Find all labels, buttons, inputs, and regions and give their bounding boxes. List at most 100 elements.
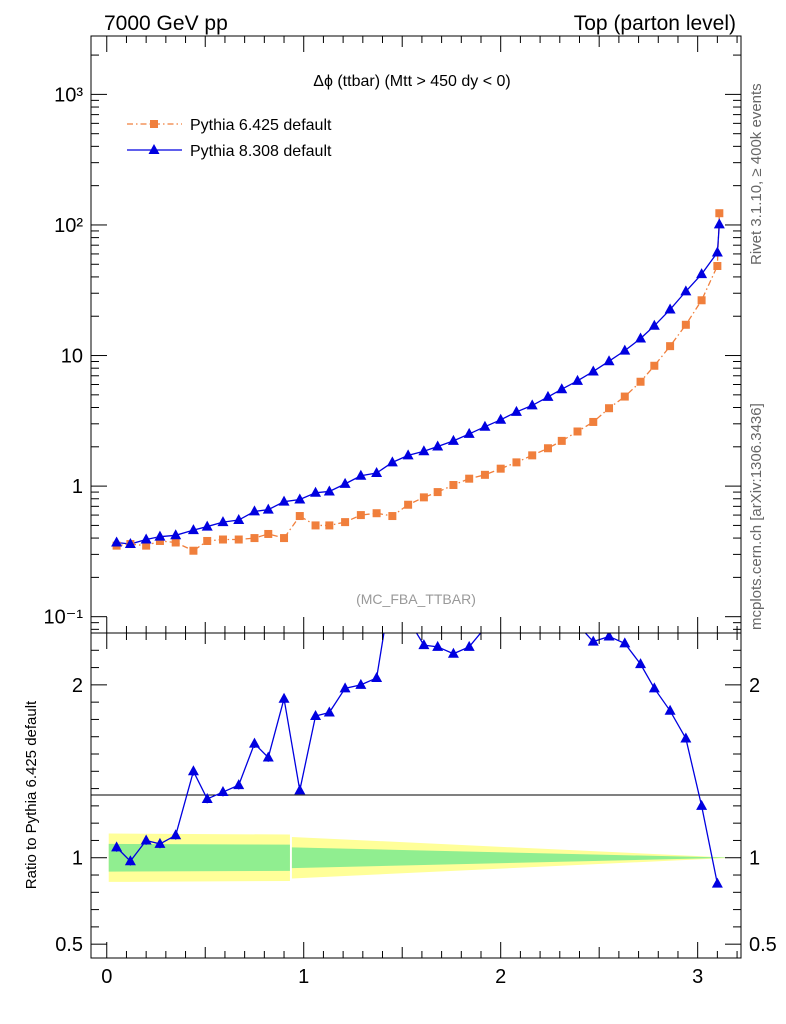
header-right: Top (parton level) <box>574 12 736 35</box>
pythia6-point <box>543 444 552 453</box>
main-frame <box>90 35 742 634</box>
main-y-tick-labels: 10⁻¹ 1 10 10² 10³ <box>44 84 84 628</box>
pythia8-point <box>140 533 152 544</box>
pythia8-point <box>510 405 522 416</box>
pythia8-point <box>479 420 491 431</box>
ratio-point <box>323 706 335 717</box>
pythia6-point <box>419 493 428 502</box>
pythia8-point <box>355 469 367 480</box>
pythia6-point <box>250 534 259 543</box>
pythia8-point <box>711 246 723 257</box>
main-panel: 10⁻¹ 1 10 10² 10³ Δϕ (ttbar) (Mtt > 450 dy <… <box>44 35 742 634</box>
ratio-point <box>140 834 152 845</box>
rivet-label: Rivet 3.1.10, ≥ 400k events <box>748 83 765 265</box>
ratio-y-tick-label-left: 2 <box>72 675 83 697</box>
ratio-y-tick-label-right: 0.5 <box>749 934 777 956</box>
ratio-point <box>527 610 538 620</box>
ratio-point <box>170 829 182 840</box>
ratio-point <box>556 618 567 628</box>
ratio-series-clipped <box>111 592 723 888</box>
y-tick-label: 10² <box>54 215 83 237</box>
ratio-point <box>111 841 123 852</box>
pythia6-point <box>480 470 489 479</box>
pythia6-point <box>356 511 365 520</box>
x-tick-label: 3 <box>692 966 703 988</box>
y-tick-label: 1 <box>72 476 83 498</box>
pythia6-point <box>715 209 724 218</box>
pythia8-point <box>556 383 568 394</box>
pythia6-point <box>589 417 598 426</box>
pythia8-point <box>310 486 322 497</box>
pythia6-point <box>404 500 413 509</box>
ratio-point <box>463 640 475 651</box>
ratio-y-tick-label-left: 1 <box>72 848 83 870</box>
x-tick-label: 2 <box>495 966 506 988</box>
pythia6-point <box>528 451 537 460</box>
legend-marker-pythia6 <box>150 120 158 128</box>
main-axis-ticks <box>91 36 741 633</box>
pythia6-line <box>116 213 720 552</box>
pythia8-point <box>603 355 615 366</box>
pythia6-point <box>280 534 289 543</box>
ratio-point <box>248 737 260 748</box>
pythia6-point <box>325 521 334 530</box>
pythia8-point <box>648 319 660 330</box>
pythia8-point <box>713 218 725 229</box>
legend-marker-pythia8 <box>148 144 160 154</box>
pythia8-point <box>262 503 274 514</box>
ratio-axis-ticks <box>91 633 741 958</box>
ratio-point <box>635 658 647 669</box>
ratio-point <box>542 592 553 602</box>
ratio-point <box>187 765 199 776</box>
pythia8-point <box>371 467 383 478</box>
pythia8-point <box>587 365 599 376</box>
ratio-y-tick-label-right: 2 <box>749 675 760 697</box>
pythia6-point <box>713 261 722 270</box>
ratio-y-tick-labels: 0.5 0.5 1 1 2 2 <box>55 675 777 956</box>
pythia8-point <box>111 536 123 547</box>
x-tick-label: 1 <box>298 966 309 988</box>
ratio-point <box>711 877 723 888</box>
ratio-point <box>648 682 660 693</box>
ratio-y-tick-label-right: 1 <box>749 848 760 870</box>
pythia8-point <box>386 456 398 467</box>
ratio-point <box>696 799 708 810</box>
ratio-error-bands <box>108 833 726 882</box>
ratio-point <box>664 704 676 715</box>
pythia6-point <box>620 392 629 401</box>
pythia8-point <box>619 344 631 355</box>
pythia8-point <box>542 390 554 401</box>
ratio-point <box>278 692 290 703</box>
pythia6-point <box>681 320 690 329</box>
legend-label-pythia6: Pythia 6.425 default <box>190 117 332 134</box>
ratio-point <box>680 732 692 743</box>
pythia6-point <box>512 458 521 467</box>
pythia6-point <box>496 464 505 473</box>
ratio-point <box>124 855 136 866</box>
pythia8-point <box>170 529 182 540</box>
ratio-point <box>154 837 166 848</box>
inner-band-segment <box>291 847 726 869</box>
pythia6-point <box>433 488 442 497</box>
ratio-point <box>371 671 383 682</box>
ratio-point <box>339 682 351 693</box>
plot-title: Δϕ (ttbar) (Mtt > 450 dy < 0) <box>313 73 511 90</box>
pythia6-point <box>203 536 212 545</box>
ratio-point <box>619 637 631 648</box>
ratio-line <box>116 633 719 884</box>
ratio-point <box>217 786 229 797</box>
pythia8-point <box>248 505 260 516</box>
pythia8-point <box>187 524 199 535</box>
pythia6-point <box>341 518 350 527</box>
pythia8-point <box>233 514 245 525</box>
pythia8-point <box>447 434 459 445</box>
pythia8-point <box>635 332 647 343</box>
y-tick-label: 10⁻¹ <box>44 607 84 629</box>
pythia6-point <box>465 474 474 483</box>
pythia8-point <box>323 485 335 496</box>
ratio-y-label: Ratio to Pythia 6.425 default <box>23 700 40 889</box>
ratio-point <box>310 709 322 720</box>
ratio-point <box>403 613 414 623</box>
mcplots-label: mcplots.cern.ch [arXiv:1306.3436] <box>748 403 765 630</box>
pythia6-point <box>295 512 304 521</box>
